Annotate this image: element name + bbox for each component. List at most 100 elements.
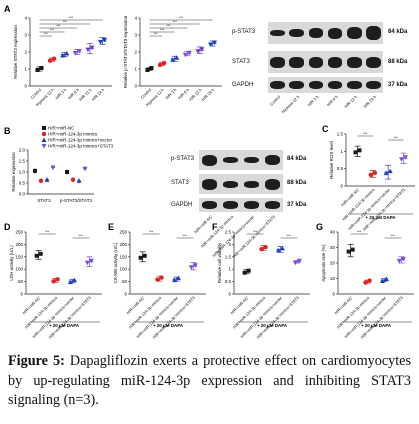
- x-tick-label: p-STAT3/STAT3: [60, 198, 92, 203]
- data-point: [47, 58, 53, 63]
- data-point: [38, 178, 44, 183]
- data-point: [367, 278, 372, 283]
- data-point: [67, 279, 73, 285]
- y-tick-label: 30: [330, 245, 336, 250]
- caption-label: Figure 5:: [8, 353, 65, 369]
- y-axis-label: Relative p-STAT3/STAT3 expression: [123, 15, 128, 88]
- blot-band: [201, 201, 218, 209]
- data-point: [64, 51, 70, 56]
- panel-letter: A: [4, 4, 11, 14]
- legend-marker: [42, 126, 46, 130]
- blot-band: [327, 56, 343, 68]
- data-point: [88, 258, 94, 264]
- data-point: [98, 39, 104, 45]
- y-tick-label: 2: [134, 50, 137, 55]
- data-point: [85, 47, 91, 53]
- chart-a-pstat3: Relative p-STAT3/STAT3 expression 01234Co…: [123, 15, 222, 107]
- data-point: [292, 260, 298, 266]
- y-tick-label: 0.5: [337, 166, 344, 171]
- blot-a-kda-gapdh: 37 kDa: [388, 82, 408, 88]
- data-point: [259, 246, 264, 252]
- legend-label: H/R+miR-124-3p mimics+STAT3: [48, 144, 114, 149]
- data-point: [350, 247, 355, 252]
- blot-lane-label: H/R 3 h: [306, 94, 319, 107]
- y-tick-label: 0: [124, 292, 127, 297]
- x-tick-label: H/R 3 h: [54, 87, 67, 100]
- significance-mark: ***: [253, 230, 258, 234]
- y-tick-label: 0: [332, 292, 335, 297]
- y-axis-label: Relative expression: [11, 152, 16, 192]
- data-point: [50, 165, 56, 171]
- blot-band: [308, 28, 324, 38]
- y-tick-label: 20: [330, 261, 336, 266]
- blot-band: [222, 201, 239, 209]
- significance-mark: ***: [357, 230, 362, 234]
- panel-letter: D: [4, 222, 11, 232]
- blot-lane-label: H/R 24 h: [362, 94, 377, 109]
- significance-mark: ***: [44, 32, 49, 36]
- data-point: [157, 62, 163, 68]
- data-point: [199, 47, 205, 52]
- data-point: [89, 45, 95, 51]
- data-point: [44, 177, 50, 182]
- blot-b-label-stat3: STAT3: [171, 180, 189, 186]
- figure-caption: Figure 5: Dapagliflozin exerts a protect…: [8, 352, 411, 411]
- blot-band: [264, 155, 281, 165]
- y-tick-label: 2.0: [19, 148, 26, 153]
- data-point: [399, 157, 404, 162]
- y-tick-label: 10: [330, 276, 336, 281]
- treatment-label: + 20 μM DAPA: [361, 323, 392, 328]
- significance-mark: ***: [149, 230, 154, 234]
- blot-a-label-gapdh: GAPDH: [232, 82, 254, 88]
- blot-b-kda-gapdh: 37 kDa: [287, 202, 307, 208]
- y-tick-label: 200: [119, 242, 127, 247]
- data-point: [35, 68, 40, 72]
- data-point: [159, 275, 164, 280]
- significance-mark: ***: [391, 234, 396, 238]
- legend-label: H/R+miR-NC: [48, 126, 75, 131]
- y-tick-label: 3: [24, 33, 27, 38]
- data-point: [60, 53, 66, 58]
- blot-band: [308, 80, 324, 90]
- blot-band: [201, 154, 218, 166]
- panel-letter: F: [212, 222, 218, 232]
- blot-a-label-stat3: STAT3: [232, 59, 250, 65]
- y-tick-label: 0.0: [19, 192, 26, 197]
- data-point: [161, 60, 167, 66]
- y-axis-label: Relative STAT3 expression: [13, 25, 18, 79]
- significance-mark: ***: [287, 234, 292, 238]
- data-point: [387, 168, 393, 174]
- y-tick-label: 4: [134, 16, 137, 21]
- y-tick-label: 40: [330, 230, 336, 235]
- blot-band: [366, 56, 381, 68]
- blot-a-kda-stat3: 88 kDa: [388, 59, 408, 65]
- significance-mark: ***: [166, 24, 171, 28]
- data-point: [396, 258, 402, 264]
- data-point: [372, 170, 378, 176]
- blot-band: [264, 201, 281, 209]
- data-point: [246, 268, 251, 273]
- chart-e-ckmb: ECK-MB activity (U/L)050100150200250H/R+…: [108, 222, 206, 340]
- y-tick-label: 250: [15, 230, 23, 235]
- blot-b-label-gapdh: GAPDH: [171, 202, 193, 208]
- y-tick-label: 150: [119, 254, 127, 259]
- figure-5: A Relative STAT3 expression 0 1 2 3 4 Control Hy…: [2, 2, 417, 348]
- data-point: [353, 150, 358, 155]
- data-point: [279, 245, 285, 251]
- significance-mark: ***: [45, 230, 50, 234]
- blot-band: [243, 180, 260, 188]
- data-point: [70, 177, 76, 182]
- legend-label: H/R+miR-124-3p mimics: [48, 132, 98, 137]
- treatment-label: + 20 μM DAPA: [257, 323, 288, 328]
- data-point: [383, 170, 389, 176]
- data-point: [51, 279, 56, 284]
- data-point: [363, 280, 368, 285]
- y-tick-label: 100: [119, 267, 127, 272]
- blot-b-lane-labels: H/R+miR-NCH/R+miR-124-3p mimicsH/R+miR-1…: [193, 214, 277, 259]
- significance-mark: ***: [56, 24, 61, 28]
- y-tick-label: 100: [15, 267, 23, 272]
- blot-lane-label: Hypoxia 12 h: [280, 94, 300, 114]
